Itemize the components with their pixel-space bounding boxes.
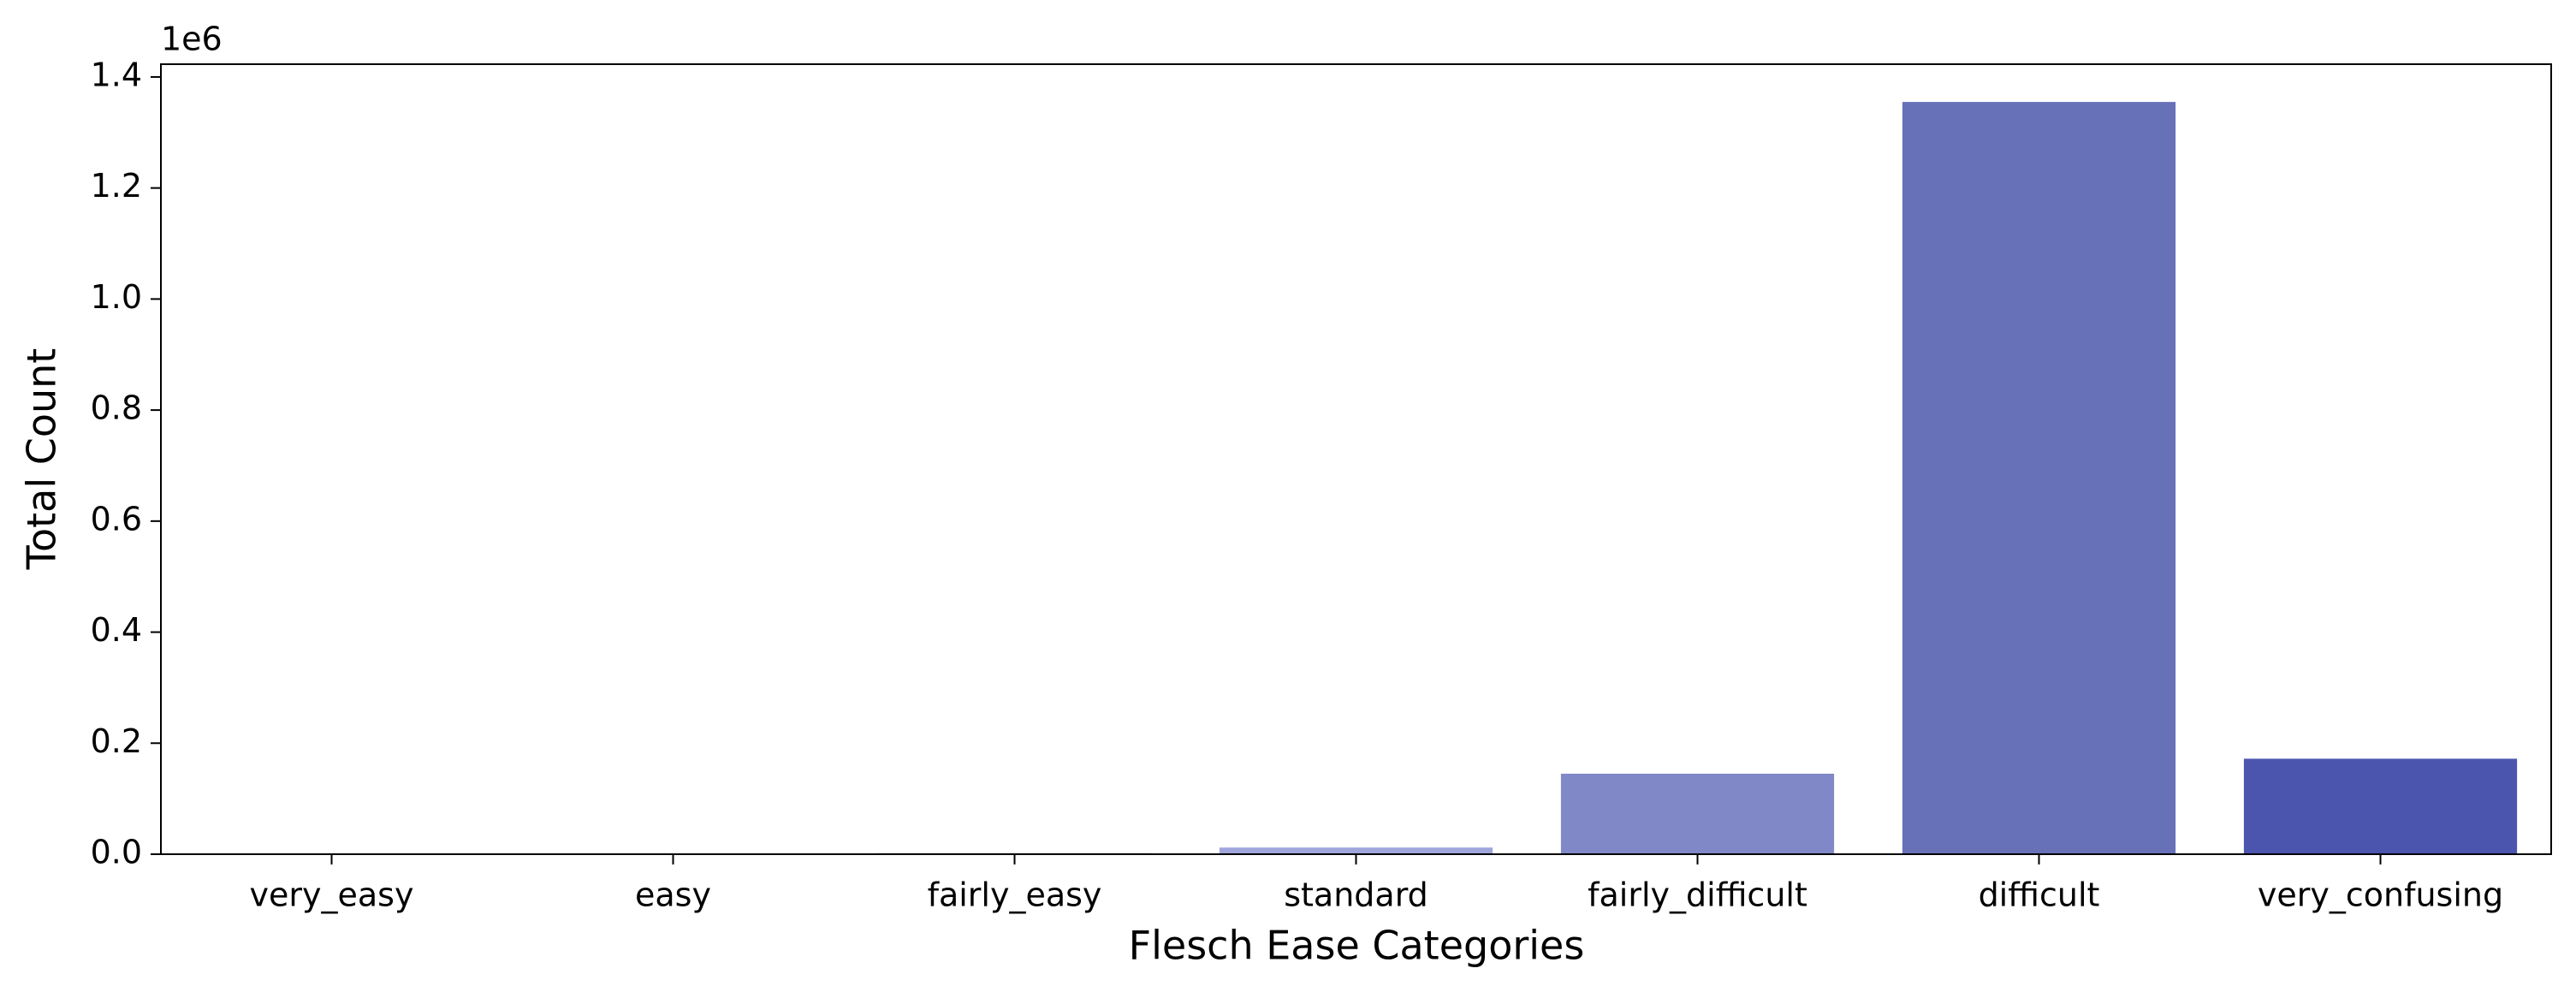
y-offset-label: 1e6: [161, 21, 223, 58]
bar: [1902, 102, 2176, 855]
bar: [1219, 847, 1493, 854]
y-tick-label: 0.6: [91, 500, 142, 538]
bar: [1560, 773, 1835, 854]
y-tick-label: 1.4: [91, 56, 142, 93]
x-tick-label: fairly_easy: [928, 876, 1102, 914]
y-tick-label: 1.2: [91, 167, 142, 205]
y-axis-label: Total Count: [19, 348, 65, 571]
x-tick-label: standard: [1284, 876, 1428, 914]
x-tick-label: difficult: [1979, 876, 2100, 914]
y-tick-label: 0.2: [91, 722, 142, 760]
x-tick-label: very_confusing: [2258, 876, 2503, 914]
x-tick-label: fairly_difficult: [1588, 876, 1807, 914]
bar: [2243, 758, 2518, 854]
y-tick-label: 0.4: [91, 611, 142, 649]
x-tick-label: very_easy: [250, 876, 414, 914]
x-tick-label: easy: [635, 876, 711, 914]
y-tick-label: 1.0: [91, 278, 142, 316]
x-axis-label: Flesch Ease Categories: [1129, 923, 1585, 969]
y-tick-label: 0.8: [91, 389, 142, 427]
plot-frame: [160, 63, 2552, 855]
y-tick-label: 0.0: [91, 834, 142, 871]
